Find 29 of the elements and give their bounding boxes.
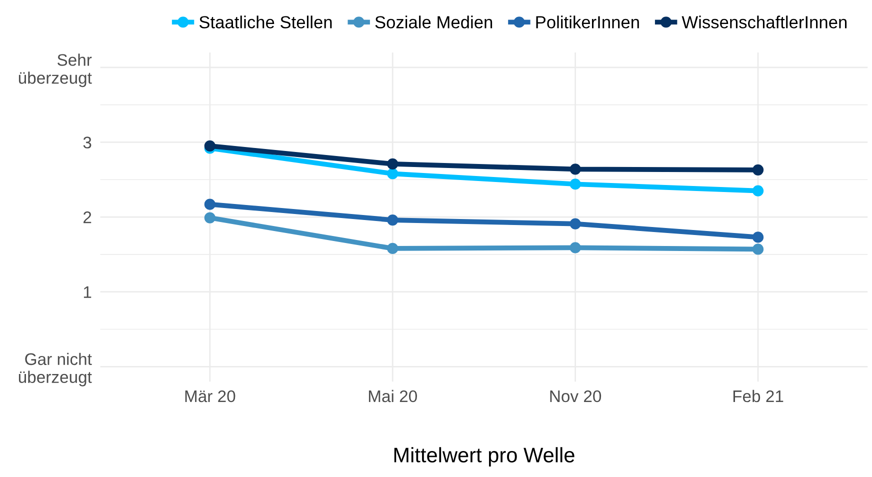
point — [752, 232, 764, 243]
point — [752, 244, 764, 255]
point — [570, 164, 581, 175]
x-tick-label: Mär 20 — [185, 390, 236, 402]
x-tick-label: Feb 21 — [733, 390, 784, 402]
y-tick-label: 2 — [84, 211, 92, 224]
point — [570, 218, 581, 230]
point — [204, 140, 216, 152]
point — [752, 164, 764, 176]
point — [570, 178, 581, 190]
legend-label: WissenschaftlerInnen — [682, 16, 847, 28]
x-axis-title: Mittelwert pro Welle — [394, 447, 574, 467]
x-tick-label: Nov 20 — [550, 390, 602, 402]
point — [570, 242, 581, 254]
point — [387, 168, 398, 180]
point — [387, 158, 398, 170]
point — [204, 212, 216, 224]
point — [387, 214, 398, 226]
y-tick-label: 1 — [84, 286, 92, 298]
point — [387, 242, 398, 254]
legend-label: PolitikerInnen — [536, 16, 639, 28]
x-tick-label: Mai 20 — [368, 390, 417, 402]
y-tick-label: Gar nicht überzeugt — [18, 352, 92, 386]
legend-label: Soziale Medien — [375, 16, 492, 28]
point — [204, 198, 216, 210]
y-tick-label: Sehr überzeugt — [18, 54, 92, 88]
legend-label: Staatliche Stellen — [199, 16, 332, 28]
point — [752, 185, 764, 196]
y-tick-label: 3 — [83, 136, 92, 148]
